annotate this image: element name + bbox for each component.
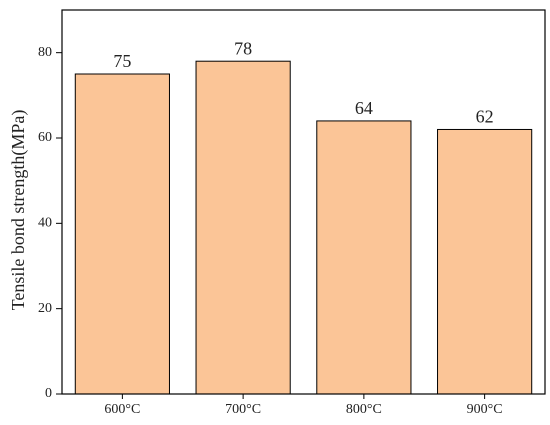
bar	[195, 60, 291, 395]
value-label: 64	[355, 98, 373, 118]
x-tick-label: 800°C	[346, 402, 382, 417]
bar	[437, 128, 533, 395]
bar	[316, 120, 412, 395]
bar	[74, 73, 170, 395]
x-tick-label: 900°C	[467, 402, 503, 417]
x-tick-label: 600°C	[104, 402, 140, 417]
y-tick-label: 0	[45, 386, 52, 401]
value-label: 62	[476, 107, 494, 127]
y-tick-label: 80	[38, 45, 52, 60]
y-tick-label: 40	[38, 216, 52, 231]
x-tick-label: 700°C	[225, 402, 261, 417]
plot-frame	[61, 9, 546, 395]
y-tick-label: 60	[38, 130, 52, 145]
value-label: 75	[113, 51, 131, 71]
value-label: 78	[234, 38, 252, 58]
y-tick-label: 20	[38, 301, 52, 316]
y-axis-label: Tensile bond strength(MPa)	[8, 110, 29, 311]
